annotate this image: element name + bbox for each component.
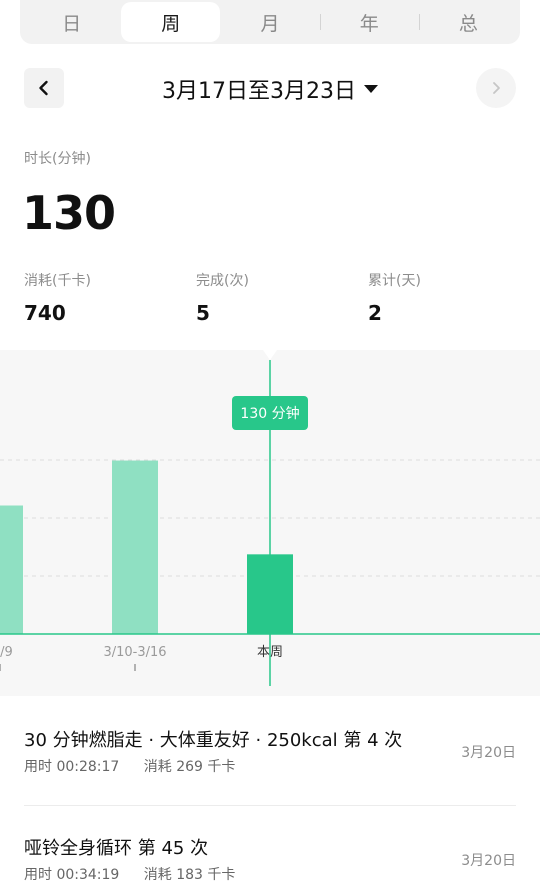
- selection-notch: [263, 350, 277, 360]
- record-item-2[interactable]: 哑铃全身循环 第 45 次 用时 00:34:19 消耗 183 千卡 3月20…: [24, 834, 516, 884]
- record-calories: 消耗 269 千卡: [143, 759, 236, 775]
- list-divider: [24, 805, 516, 806]
- calories-label: 消耗(千卡): [24, 273, 91, 289]
- cumulative-value: 2: [368, 301, 382, 325]
- next-week-button[interactable]: [476, 68, 516, 108]
- tab-year[interactable]: 年: [319, 2, 419, 42]
- record-date: 3月20日: [461, 745, 516, 761]
- completed-value: 5: [196, 301, 210, 325]
- record-date: 3月20日: [461, 853, 516, 869]
- x-tick-label: -3/9: [0, 645, 13, 660]
- period-tabs: 日 周 月 年 总: [20, 0, 520, 44]
- chevron-left-icon: [39, 80, 48, 96]
- record-details: 用时 00:28:17 消耗 269 千卡: [24, 756, 516, 776]
- bar: [0, 505, 23, 634]
- calories-value: 740: [24, 301, 66, 325]
- bar: [112, 460, 158, 634]
- duration-value: 130: [22, 186, 116, 240]
- record-details: 用时 00:34:19 消耗 183 千卡: [24, 864, 516, 884]
- tab-week[interactable]: 周: [121, 2, 221, 42]
- record-title: 哑铃全身循环 第 45 次: [24, 838, 209, 859]
- completed-label: 完成(次): [196, 273, 249, 289]
- tab-month[interactable]: 月: [260, 12, 280, 35]
- caret-down-icon: [363, 85, 378, 93]
- previous-week-button[interactable]: [24, 68, 64, 108]
- tab-day[interactable]: 日: [62, 12, 82, 35]
- record-duration: 用时 00:28:17: [24, 759, 120, 775]
- x-tick-label: 3/10-3/16: [103, 645, 166, 660]
- record-calories: 消耗 183 千卡: [143, 867, 236, 883]
- chevron-right-icon: [493, 82, 500, 94]
- duration-label: 时长(分钟): [24, 151, 91, 167]
- tooltip-box: [232, 396, 308, 430]
- cumulative-label: 累计(天): [368, 273, 421, 289]
- tab-total[interactable]: 总: [418, 2, 518, 42]
- record-title: 30 分钟燃脂走 · 大体重友好 · 250kcal 第 4 次: [24, 730, 403, 751]
- record-item-1[interactable]: 30 分钟燃脂走 · 大体重友好 · 250kcal 第 4 次 用时 00:2…: [24, 726, 516, 776]
- date-range-text: 3月17日至3月23日: [162, 79, 356, 104]
- tooltip-label: 130 分钟: [240, 405, 299, 422]
- date-range-selector[interactable]: 3月17日至3月23日: [140, 72, 400, 106]
- record-duration: 用时 00:34:19: [24, 867, 120, 883]
